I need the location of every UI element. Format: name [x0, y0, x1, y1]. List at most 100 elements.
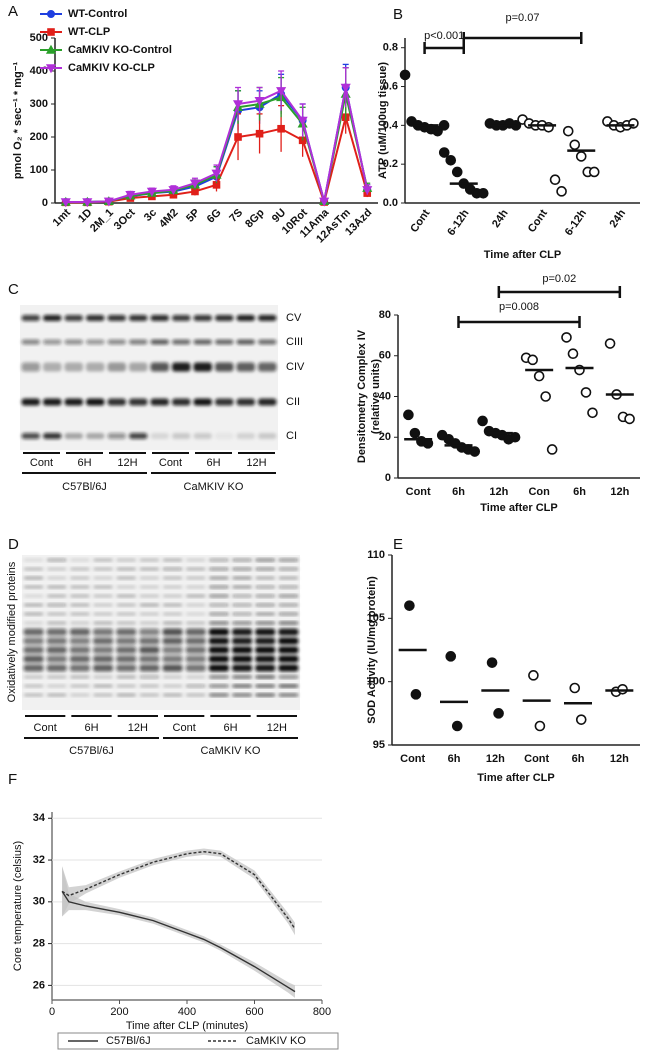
- blot-band: [116, 594, 137, 598]
- y-tick-label: 40: [379, 390, 391, 402]
- blot-band: [46, 655, 67, 663]
- x-tick-label: Cont: [524, 753, 549, 765]
- blot-band: [86, 315, 105, 321]
- blot-band: [23, 594, 44, 598]
- blot-band: [185, 585, 206, 589]
- blot-band: [208, 655, 229, 663]
- blot-band: [162, 684, 183, 688]
- blot-band: [116, 655, 137, 663]
- blot-band: [255, 646, 276, 654]
- x-tick-label: 4M2: [157, 207, 181, 231]
- blot-band: [116, 576, 137, 580]
- x-tick-label: 400: [178, 1006, 196, 1018]
- blot-band: [185, 621, 206, 625]
- blot-band: [258, 433, 277, 439]
- blot-band: [129, 315, 148, 321]
- x-tick-label: 6h: [573, 486, 586, 498]
- group-label: CaMKIV KO: [201, 745, 261, 757]
- group-label: C57Bl/6J: [69, 745, 114, 757]
- blot-band: [69, 664, 90, 672]
- y-axis-label: Densitometry Complex IV: [356, 329, 368, 463]
- blot-band: [86, 433, 105, 439]
- marker: [254, 97, 265, 106]
- blot-band: [255, 655, 276, 663]
- blot-band: [64, 362, 83, 372]
- blot-band: [162, 585, 183, 589]
- blot-band: [162, 612, 183, 616]
- blot-band: [255, 675, 276, 679]
- marker: [189, 179, 201, 189]
- blot-band: [43, 398, 62, 406]
- dot: [493, 708, 504, 719]
- blot-band: [93, 603, 114, 607]
- legend-label: WT-CLP: [68, 26, 110, 38]
- dot: [534, 720, 546, 732]
- blot-band: [185, 646, 206, 654]
- blot-band: [93, 684, 114, 688]
- dot: [477, 187, 489, 199]
- dot: [432, 125, 443, 137]
- blot-band: [255, 594, 276, 598]
- dot: [409, 427, 421, 439]
- blot-band: [278, 675, 299, 679]
- x-tick-label: 12h: [610, 753, 629, 765]
- blot-band: [116, 664, 137, 672]
- marker: [146, 187, 157, 197]
- dot: [486, 657, 498, 668]
- blot-band: [116, 621, 137, 625]
- dot: [410, 689, 422, 700]
- blot-band: [107, 362, 126, 372]
- blot-band: [232, 655, 253, 663]
- y-tick-label: 300: [30, 98, 48, 110]
- dot: [477, 415, 488, 427]
- blot-band: [255, 664, 276, 672]
- dot: [604, 338, 616, 349]
- x-tick-label: 600: [245, 1006, 263, 1018]
- marker: [340, 83, 351, 93]
- y-tick-label: 500: [30, 32, 48, 44]
- blot-band: [162, 637, 183, 645]
- lane-label: 6H: [84, 722, 98, 734]
- blot-band: [139, 655, 160, 663]
- marker: [234, 133, 242, 141]
- marker: [362, 186, 373, 196]
- blot-band: [255, 576, 276, 580]
- blot-band: [278, 628, 299, 636]
- blot-band: [162, 603, 183, 607]
- panel-label: F: [8, 771, 17, 788]
- dot: [527, 354, 538, 366]
- dot: [561, 332, 572, 343]
- x-tick-label: 12h: [610, 486, 629, 498]
- blot-band: [278, 594, 299, 598]
- y-axis-label: ATP (uM/100ug tissue): [377, 62, 389, 179]
- dot: [556, 186, 567, 197]
- y-tick-label: 0.4: [383, 119, 399, 131]
- blot-band: [255, 603, 276, 607]
- blot-band: [43, 362, 62, 372]
- group-label: CaMKIV KO: [184, 481, 244, 493]
- lane-label: 6H: [223, 722, 237, 734]
- x-tick-label: 6h: [572, 753, 585, 765]
- y-axis-label: Oxidatively modified proteins: [6, 561, 18, 702]
- band-label: CV: [286, 312, 302, 324]
- dot: [562, 125, 574, 137]
- y-tick-label: 105: [367, 612, 385, 624]
- blot-band: [46, 594, 67, 598]
- blot-band: [172, 398, 191, 406]
- band-label: CII: [286, 396, 300, 408]
- dot: [469, 446, 481, 457]
- blot-band: [43, 315, 62, 321]
- blot-band: [93, 628, 114, 636]
- blot-band: [69, 585, 90, 589]
- blot-band: [46, 684, 67, 688]
- legend-marker: [45, 64, 57, 74]
- blot-bg: [22, 555, 300, 710]
- blot-band: [208, 675, 229, 679]
- dot: [451, 166, 463, 178]
- dot: [575, 714, 587, 725]
- dot: [445, 651, 457, 662]
- blot-band: [116, 567, 137, 571]
- blot-band: [23, 664, 44, 672]
- blot-band: [116, 628, 137, 636]
- y-tick-label: 0.6: [383, 80, 398, 92]
